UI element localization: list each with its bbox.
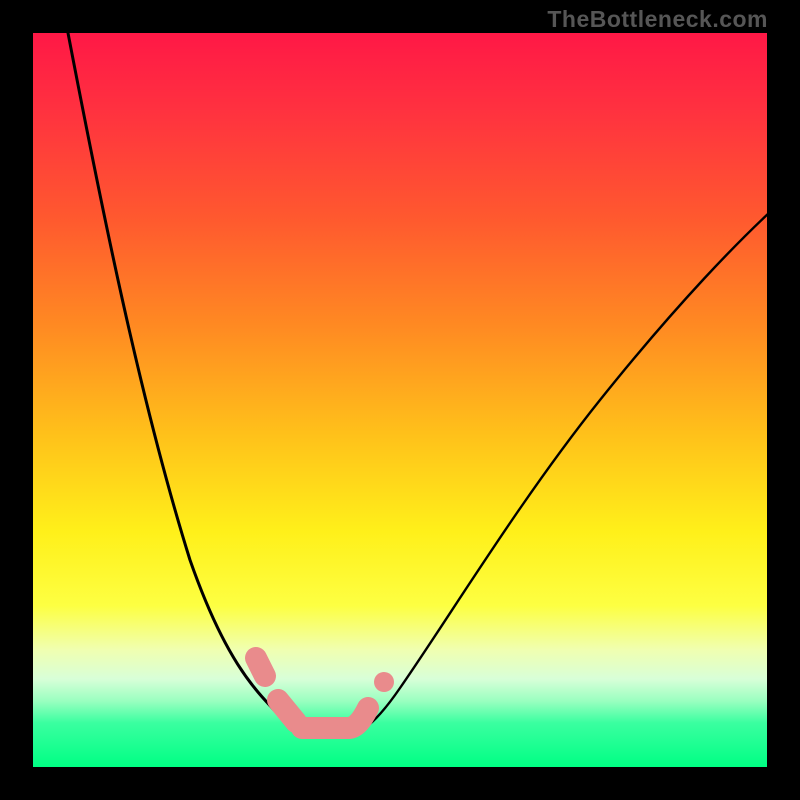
chart-gradient-background <box>33 33 767 767</box>
watermark-text: TheBottleneck.com <box>547 6 768 33</box>
